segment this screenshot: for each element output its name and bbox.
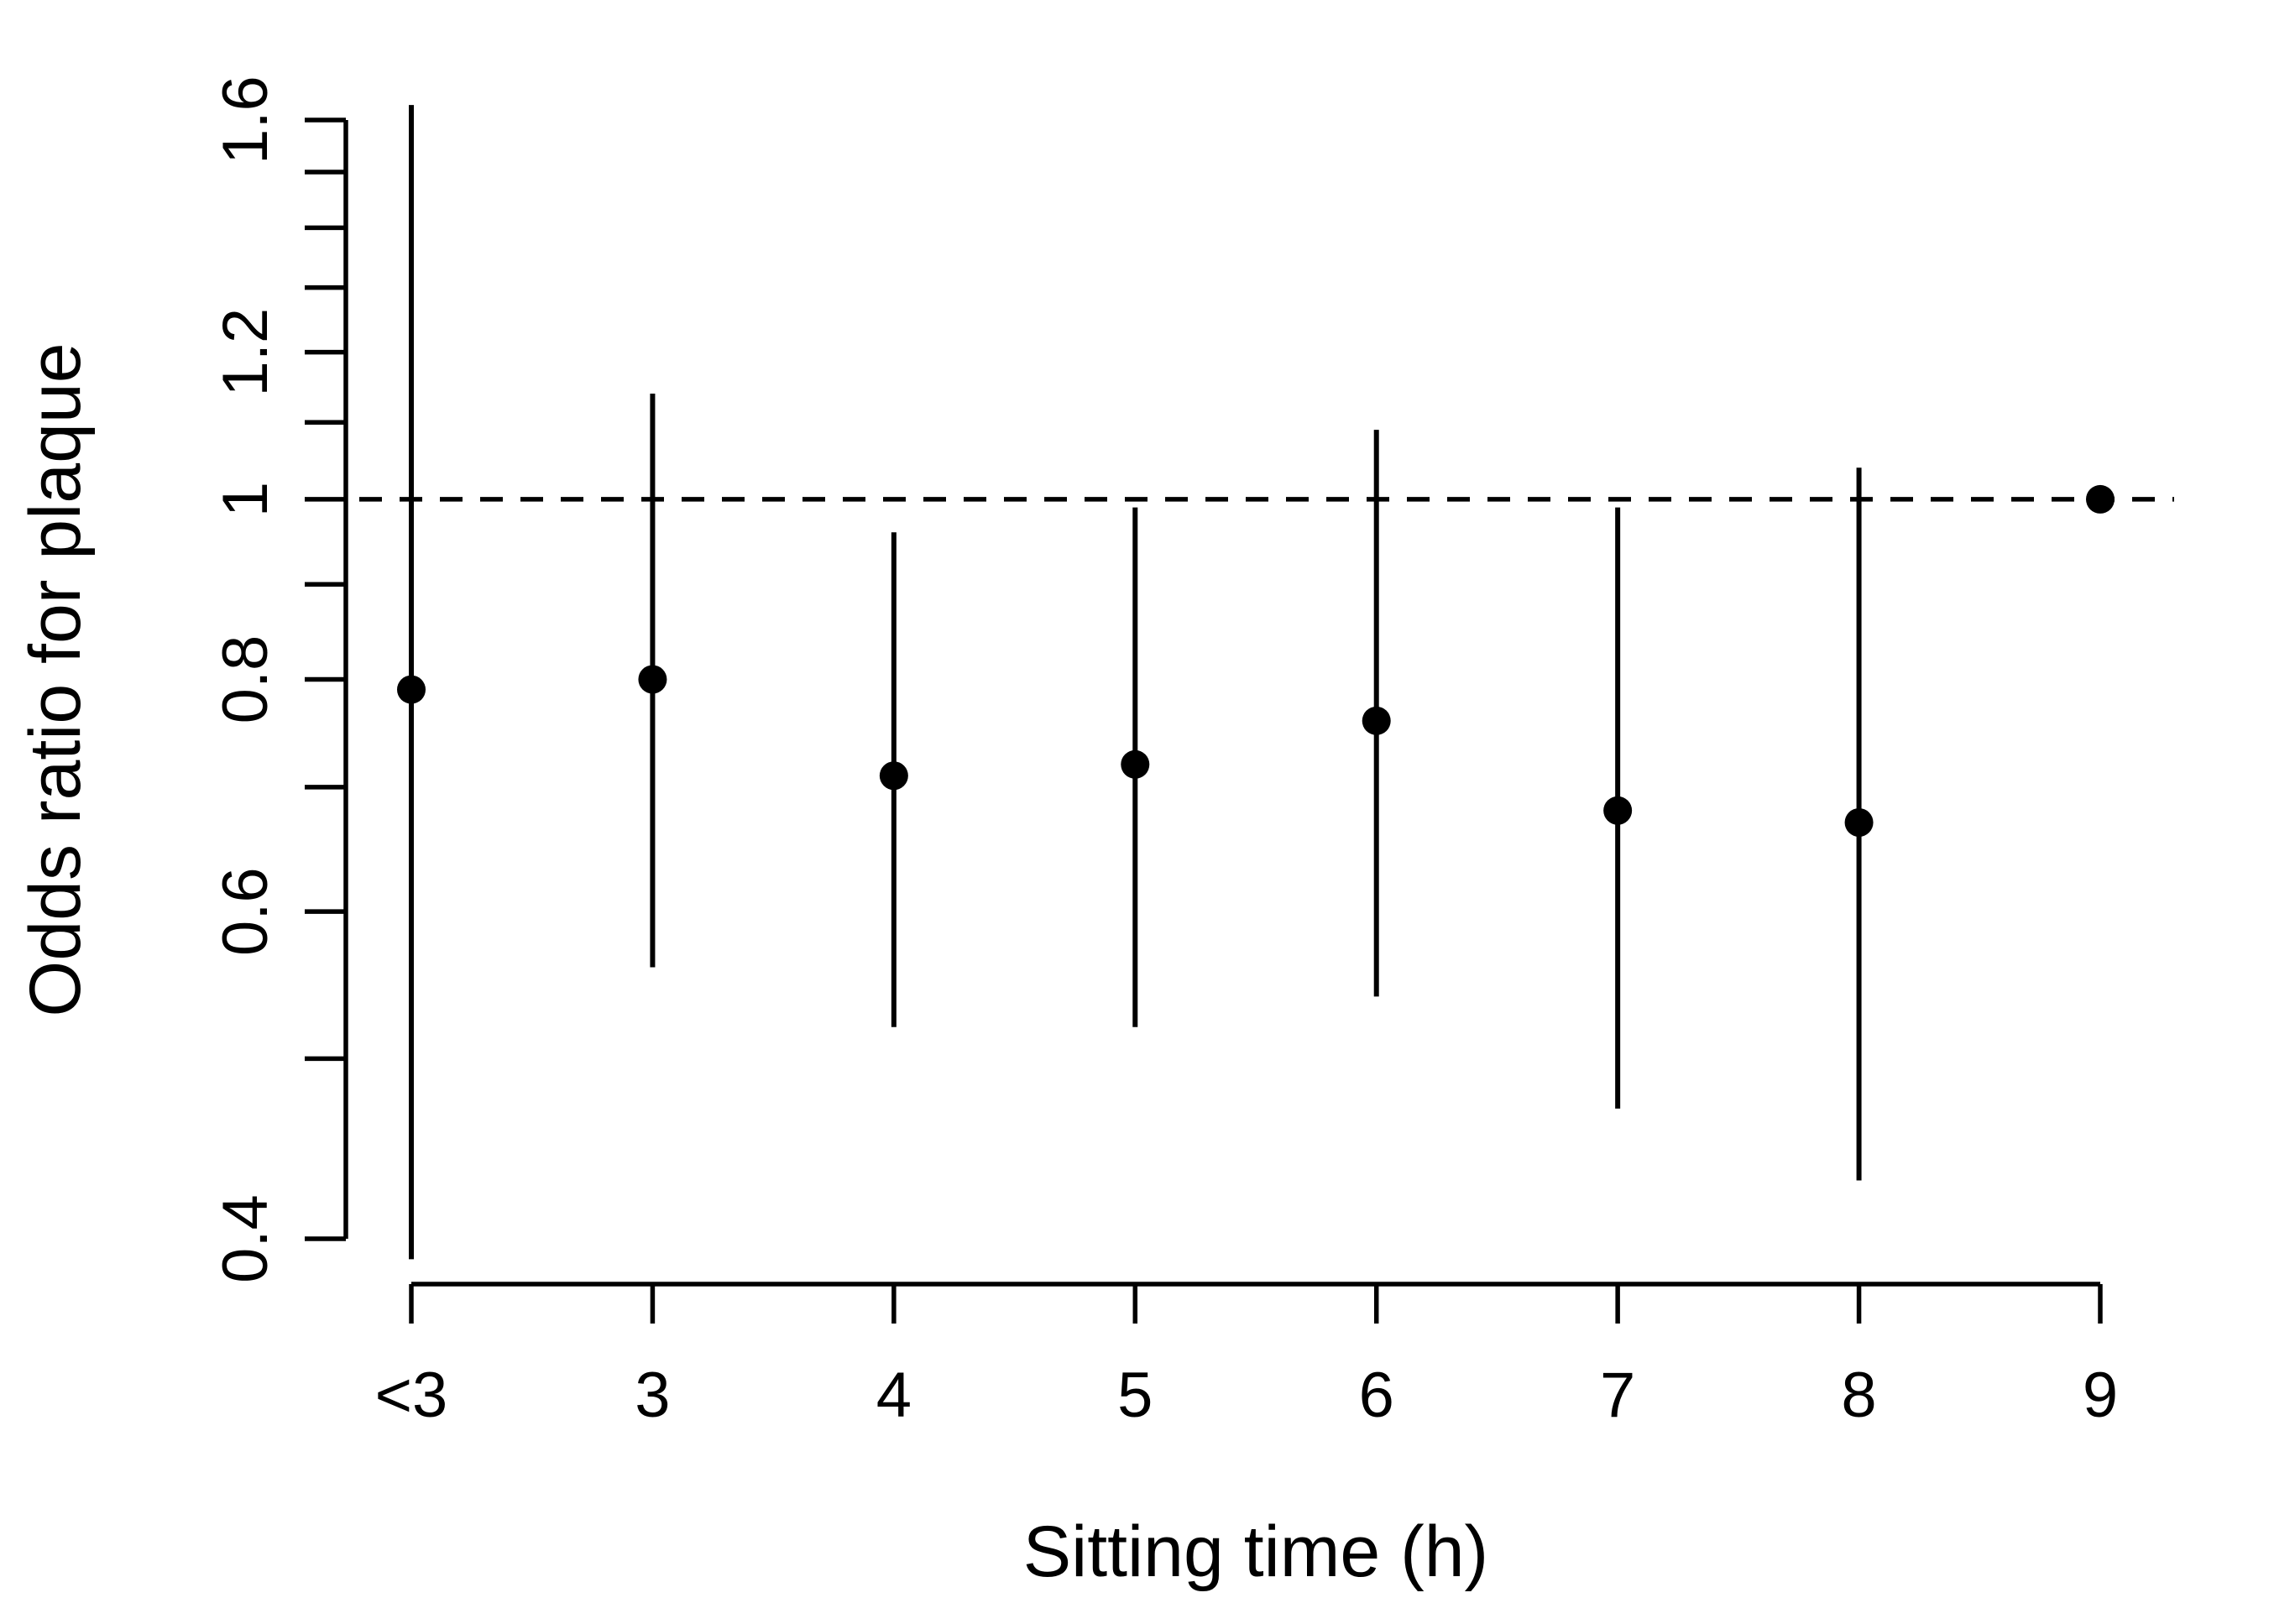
data-point-dot bbox=[638, 665, 667, 694]
x-tick-label: 5 bbox=[1117, 1360, 1153, 1431]
x-tick-label: 3 bbox=[635, 1360, 670, 1431]
y-tick-label: 1.2 bbox=[210, 308, 281, 397]
y-tick-label: 0.4 bbox=[210, 1194, 281, 1283]
x-axis-title: Sitting time (h) bbox=[1023, 1512, 1488, 1592]
x-tick-label: <3 bbox=[375, 1360, 448, 1431]
x-tick-label: 4 bbox=[876, 1360, 912, 1431]
y-tick-label: 1 bbox=[210, 482, 281, 517]
data-point-dot bbox=[1603, 796, 1633, 825]
plot-area: 0.4 0.6 0.8 1 1.2 1.6 <3 3 4 5 6 7 8 9 bbox=[210, 76, 2174, 1431]
y-tick-label: 0.8 bbox=[210, 635, 281, 724]
x-tick-label: 9 bbox=[2083, 1360, 2118, 1431]
data-point-dot bbox=[1844, 808, 1874, 838]
data-point-dot bbox=[1121, 749, 1150, 779]
data-point-dot bbox=[2086, 484, 2115, 514]
x-tick-label: 8 bbox=[1841, 1360, 1876, 1431]
x-tick-label: 7 bbox=[1600, 1360, 1635, 1431]
data-point-dot bbox=[879, 761, 908, 791]
y-tick-label: 1.6 bbox=[210, 76, 281, 164]
data-point-dot bbox=[1362, 706, 1391, 735]
x-tick-label: 6 bbox=[1359, 1360, 1394, 1431]
y-axis-title: Odds ratio for plaque bbox=[15, 342, 96, 1016]
y-tick-label: 0.6 bbox=[210, 867, 281, 956]
data-point-dot bbox=[397, 675, 426, 704]
